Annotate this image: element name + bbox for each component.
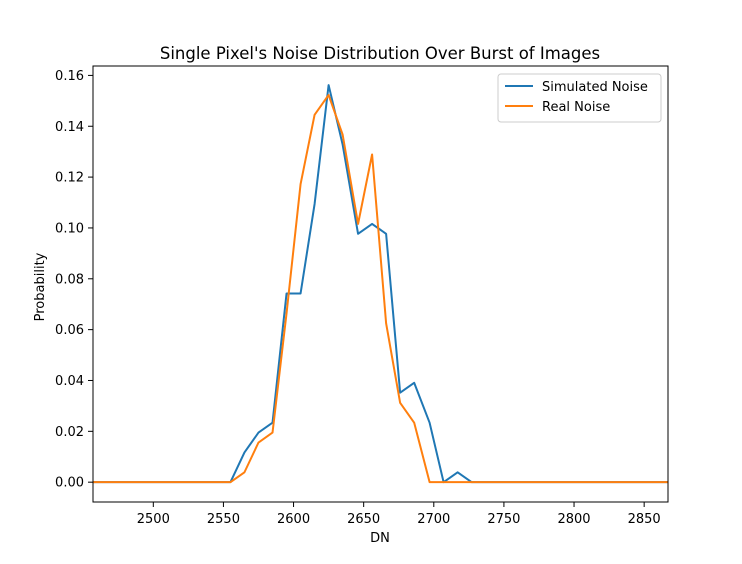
y-tick-label: 0.16: [55, 69, 84, 84]
x-tick-label: 2750: [487, 512, 520, 527]
series-line-real-noise: [93, 93, 668, 484]
y-tick-label: 0.06: [55, 323, 84, 338]
x-tick-label: 2550: [207, 512, 240, 527]
x-tick-label: 2800: [557, 512, 590, 527]
plot-area-frame: [92, 65, 669, 503]
x-axis-label: DN: [370, 531, 390, 546]
y-tick-label: 0.02: [55, 425, 84, 440]
y-axis-label: Probability: [33, 252, 48, 321]
y-tick-label: 0.10: [55, 221, 84, 236]
x-tick-label: 2850: [628, 512, 661, 527]
x-tick-label: 2650: [347, 512, 380, 527]
x-tick-label: 2700: [417, 512, 450, 527]
y-tick-label: 0.12: [55, 171, 84, 186]
y-tick-label: 0.00: [55, 476, 84, 491]
x-tick-label: 2600: [277, 512, 310, 527]
legend-label-simulated-noise: Simulated Noise: [542, 80, 648, 95]
series-line-simulated-noise: [93, 84, 668, 484]
chart-title: Single Pixel's Noise Distribution Over B…: [160, 44, 600, 63]
x-axis-ticks: 2500 2550 2600 2650 2700 2750 2800 2850: [137, 502, 661, 527]
y-tick-label: 0.04: [55, 374, 84, 389]
legend-box: [497, 73, 662, 123]
y-tick-label: 0.14: [55, 120, 84, 135]
y-axis-ticks: 0.00 0.02 0.04 0.06 0.08 0.10 0.12 0.14 0.16: [55, 69, 93, 491]
legend: Simulated Noise Real Noise: [497, 73, 662, 123]
plot-lines: [93, 84, 668, 484]
y-tick-label: 0.08: [55, 272, 84, 287]
x-tick-label: 2500: [137, 512, 170, 527]
legend-label-real-noise: Real Noise: [542, 100, 610, 115]
